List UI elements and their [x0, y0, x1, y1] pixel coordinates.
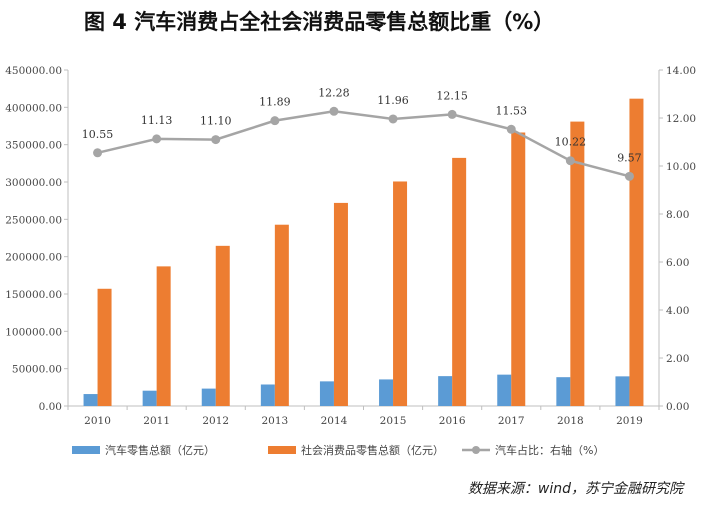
x-tick-label: 2014 [321, 415, 348, 427]
social-retail-bar [393, 181, 408, 406]
auto-share-line [97, 110, 630, 178]
social-retail-bar [452, 157, 467, 406]
left-tick-label: 200000.00 [5, 252, 62, 264]
right-tick-label: 10.00 [666, 161, 696, 173]
auto-retail-bar [497, 374, 512, 406]
legend-label: 汽车占比：右轴（%） [495, 443, 604, 457]
x-tick-label: 2018 [557, 415, 584, 427]
legend-label: 社会消费品零售总额（亿元） [301, 443, 444, 457]
auto-share-data-label: 12.15 [436, 89, 468, 102]
chart-title: 图 4 汽车消费占全社会消费品零售总额比重（%） [84, 10, 555, 34]
left-tick-label: 150000.00 [5, 289, 62, 301]
right-tick-label: 4.00 [666, 305, 689, 317]
right-tick-label: 12.00 [666, 113, 696, 125]
auto-share-point [388, 114, 398, 124]
auto-share-data-label: 11.89 [259, 96, 291, 109]
social-retail-bar [511, 132, 526, 406]
auto-share-point [565, 156, 575, 166]
auto-retail-bar [83, 394, 98, 406]
auto-retail-bar [201, 388, 216, 406]
right-tick-label: 14.00 [666, 65, 696, 77]
auto-share-data-label: 10.55 [82, 128, 114, 141]
legend-marker [472, 446, 480, 454]
left-tick-label: 350000.00 [5, 140, 62, 152]
auto-retail-bar [556, 377, 571, 406]
auto-share-point [270, 116, 280, 126]
social-retail-bar [97, 288, 112, 406]
auto-share-point [211, 135, 221, 145]
auto-retail-bar [615, 376, 630, 406]
social-retail-bar [333, 202, 348, 406]
x-tick-label: 2010 [84, 415, 111, 427]
x-tick-label: 2016 [439, 415, 466, 427]
social-retail-bar [570, 121, 585, 406]
right-tick-label: 2.00 [666, 353, 689, 365]
auto-retail-bar [438, 376, 453, 406]
legend-label: 汽车零售总额（亿元） [105, 443, 215, 457]
auto-retail-bar [142, 390, 157, 406]
source-note: 数据来源：wind，苏宁金融研究院 [467, 481, 683, 497]
auto-share-data-label: 11.13 [141, 114, 173, 127]
x-tick-label: 2011 [143, 415, 170, 427]
auto-retail-bar [379, 379, 394, 406]
social-retail-bar [156, 266, 171, 406]
auto-share-point [93, 148, 103, 158]
x-tick-label: 2017 [498, 415, 525, 427]
legend-swatch [268, 446, 296, 454]
right-tick-label: 8.00 [666, 209, 689, 221]
auto-retail-bar [260, 384, 275, 406]
social-retail-bar [215, 245, 230, 406]
social-retail-bar [629, 98, 644, 406]
left-tick-label: 100000.00 [5, 326, 62, 338]
auto-share-data-label: 10.22 [555, 136, 587, 149]
auto-retail-bar [319, 381, 334, 406]
left-tick-label: 400000.00 [5, 102, 62, 114]
right-tick-label: 6.00 [666, 257, 689, 269]
x-tick-label: 2015 [380, 415, 407, 427]
auto-share-point [624, 171, 634, 181]
auto-share-data-label: 9.57 [617, 151, 642, 164]
x-tick-label: 2019 [616, 415, 643, 427]
auto-share-data-label: 11.96 [377, 94, 409, 107]
left-tick-label: 50000.00 [12, 364, 62, 376]
auto-share-data-label: 11.53 [496, 104, 528, 117]
legend-swatch [72, 446, 100, 454]
auto-share-point [152, 134, 162, 144]
left-tick-label: 450000.00 [5, 65, 62, 77]
left-tick-label: 0.00 [39, 401, 62, 413]
left-tick-label: 300000.00 [5, 177, 62, 189]
auto-share-data-label: 12.28 [318, 86, 350, 99]
x-tick-label: 2012 [202, 415, 229, 427]
x-tick-label: 2013 [261, 415, 288, 427]
auto-share-point [506, 124, 516, 134]
social-retail-bar [274, 224, 289, 406]
auto-share-data-label: 11.10 [200, 115, 232, 128]
auto-share-point [447, 109, 457, 119]
left-tick-label: 250000.00 [5, 214, 62, 226]
right-tick-label: 0.00 [666, 401, 689, 413]
auto-share-point [329, 106, 339, 116]
